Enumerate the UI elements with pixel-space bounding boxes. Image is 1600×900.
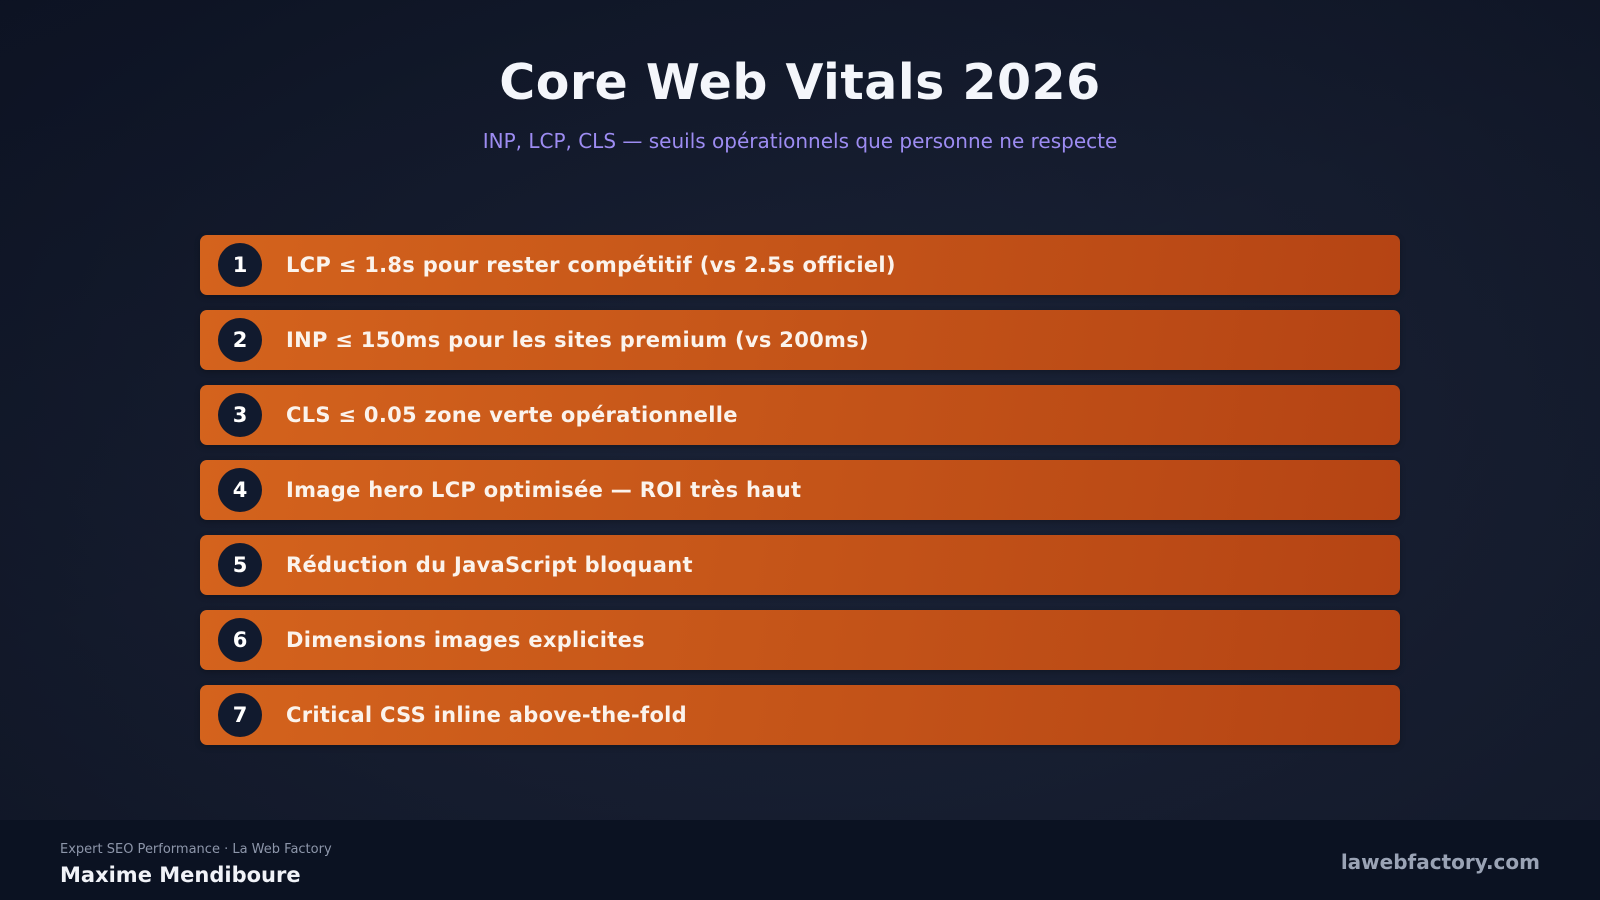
item-number-badge: 3: [218, 393, 262, 437]
footer-bar: Expert SEO Performance · La Web Factory …: [0, 820, 1600, 900]
author-name: Maxime Mendiboure: [60, 863, 301, 887]
list-item: 6 Dimensions images explicites: [200, 610, 1400, 670]
page-subtitle: INP, LCP, CLS — seuils opérationnels que…: [482, 129, 1118, 153]
list-item: 3 CLS ≤ 0.05 zone verte opérationnelle: [200, 385, 1400, 445]
item-number-badge: 7: [218, 693, 262, 737]
list-item: 7 Critical CSS inline above-the-fold: [200, 685, 1400, 745]
item-label: Image hero LCP optimisée — ROI très haut: [286, 478, 802, 502]
list-item: 2 INP ≤ 150ms pour les sites premium (vs…: [200, 310, 1400, 370]
item-number-badge: 6: [218, 618, 262, 662]
item-number-badge: 5: [218, 543, 262, 587]
item-label: Réduction du JavaScript bloquant: [286, 553, 693, 577]
page-title: Core Web Vitals 2026: [499, 54, 1101, 111]
item-label: CLS ≤ 0.05 zone verte opérationnelle: [286, 403, 738, 427]
item-label: Critical CSS inline above-the-fold: [286, 703, 688, 727]
item-number-badge: 1: [218, 243, 262, 287]
website-link[interactable]: lawebfactory.com: [1340, 850, 1540, 874]
checklist: 1 LCP ≤ 1.8s pour rester compétitif (vs …: [200, 235, 1400, 760]
list-item: 4 Image hero LCP optimisée — ROI très ha…: [200, 460, 1400, 520]
author-role: Expert SEO Performance · La Web Factory: [60, 842, 332, 857]
slide-header: Core Web Vitals 2026 INP, LCP, CLS — seu…: [0, 52, 1600, 154]
item-number-badge: 4: [218, 468, 262, 512]
item-number-badge: 2: [218, 318, 262, 362]
item-label: LCP ≤ 1.8s pour rester compétitif (vs 2.…: [286, 253, 896, 277]
item-label: Dimensions images explicites: [286, 628, 645, 652]
list-item: 1 LCP ≤ 1.8s pour rester compétitif (vs …: [200, 235, 1400, 295]
author-block: Expert SEO Performance · La Web Factory …: [60, 842, 332, 888]
item-label: INP ≤ 150ms pour les sites premium (vs 2…: [286, 328, 869, 352]
list-item: 5 Réduction du JavaScript bloquant: [200, 535, 1400, 595]
